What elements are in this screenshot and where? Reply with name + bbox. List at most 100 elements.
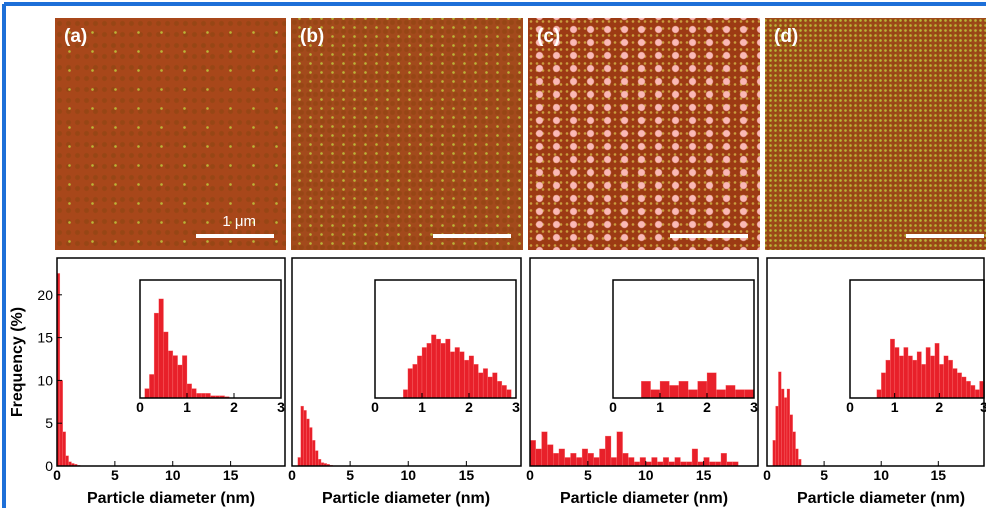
bar — [163, 331, 169, 399]
bar — [435, 338, 441, 399]
bar — [881, 372, 886, 399]
x-tick-label: 1 — [656, 399, 664, 415]
bar — [593, 457, 600, 467]
bar — [186, 383, 192, 399]
x-tick-label: 0 — [609, 399, 617, 415]
bar — [925, 347, 931, 399]
bar — [558, 448, 565, 467]
bar — [921, 364, 927, 399]
bar — [775, 405, 779, 467]
bar — [487, 376, 493, 399]
bar — [547, 444, 554, 467]
plot-frame — [291, 257, 522, 467]
bar — [943, 355, 949, 399]
scale-bar — [196, 234, 274, 238]
bar — [789, 414, 793, 467]
panel-label: (d) — [774, 26, 799, 47]
x-tick-label: 3 — [277, 399, 285, 415]
bar — [885, 359, 891, 399]
bar — [907, 355, 913, 399]
scale-label: 1 μm — [222, 213, 256, 230]
bar — [783, 397, 788, 467]
plot-frame — [374, 279, 517, 399]
bar — [177, 364, 183, 399]
bar — [691, 448, 698, 467]
bar — [149, 374, 155, 399]
bar — [541, 431, 548, 467]
x-tick-label: 10 — [165, 467, 181, 483]
bar — [309, 427, 313, 467]
x-tick-label: 15 — [223, 467, 239, 483]
bar — [564, 457, 571, 467]
bar — [303, 410, 307, 467]
bar — [970, 385, 976, 399]
bar — [431, 334, 437, 399]
y-axis-label: Frequency (%) — [9, 307, 26, 417]
plot-frame — [612, 279, 755, 399]
x-tick-label: 5 — [584, 467, 592, 483]
bar — [403, 389, 409, 399]
bar — [312, 440, 316, 467]
x-tick-label: 2 — [230, 399, 238, 415]
bar — [468, 355, 474, 399]
bar — [492, 372, 498, 399]
bar — [735, 389, 745, 399]
bar — [650, 389, 661, 399]
bar — [581, 448, 589, 467]
bar — [412, 364, 418, 399]
bar — [191, 388, 197, 399]
bar — [628, 457, 635, 467]
bar — [587, 453, 594, 467]
bar — [300, 405, 304, 467]
x-tick-label: 10 — [638, 467, 654, 483]
bar — [473, 364, 479, 399]
panel-label: (a) — [64, 26, 88, 47]
afm-image: (c) — [528, 18, 760, 250]
bar — [306, 418, 310, 467]
bar — [778, 371, 782, 467]
x-tick-label: 1 — [891, 399, 899, 415]
bar — [651, 457, 658, 467]
bar — [894, 347, 900, 399]
panel-label: (b) — [300, 26, 325, 47]
bar — [144, 388, 150, 399]
bar — [781, 388, 785, 467]
bar — [974, 389, 980, 399]
bar — [639, 457, 646, 467]
bar — [570, 453, 577, 467]
x-tick-label: 15 — [931, 467, 947, 483]
afm-image: (d) — [765, 18, 986, 250]
bar — [703, 457, 710, 467]
x-tick-label: 15 — [459, 467, 475, 483]
bar — [876, 389, 882, 399]
afm-image: (a) 1 μm — [55, 18, 286, 250]
bar — [957, 372, 962, 399]
bar — [898, 355, 904, 399]
bar — [421, 347, 427, 399]
y-tick-label: 20 — [37, 287, 53, 303]
bar — [725, 385, 736, 399]
bar — [659, 380, 670, 399]
bar — [772, 440, 776, 467]
bar — [464, 359, 470, 399]
bar — [506, 389, 512, 399]
x-tick-label: 2 — [703, 399, 711, 415]
bar — [697, 380, 708, 399]
bar — [445, 338, 451, 399]
bar — [744, 389, 755, 399]
x-tick-label: 0 — [846, 399, 854, 415]
scale-bar — [433, 234, 511, 238]
bar — [916, 351, 922, 399]
x-tick-label: 10 — [400, 467, 416, 483]
bar — [952, 368, 958, 399]
bar — [930, 355, 936, 399]
bar — [478, 372, 484, 399]
bar — [948, 359, 953, 399]
bar — [153, 312, 159, 399]
bar — [678, 380, 689, 399]
bar — [716, 389, 726, 399]
x-tick-label: 5 — [346, 467, 354, 483]
plot-frame — [139, 279, 282, 399]
